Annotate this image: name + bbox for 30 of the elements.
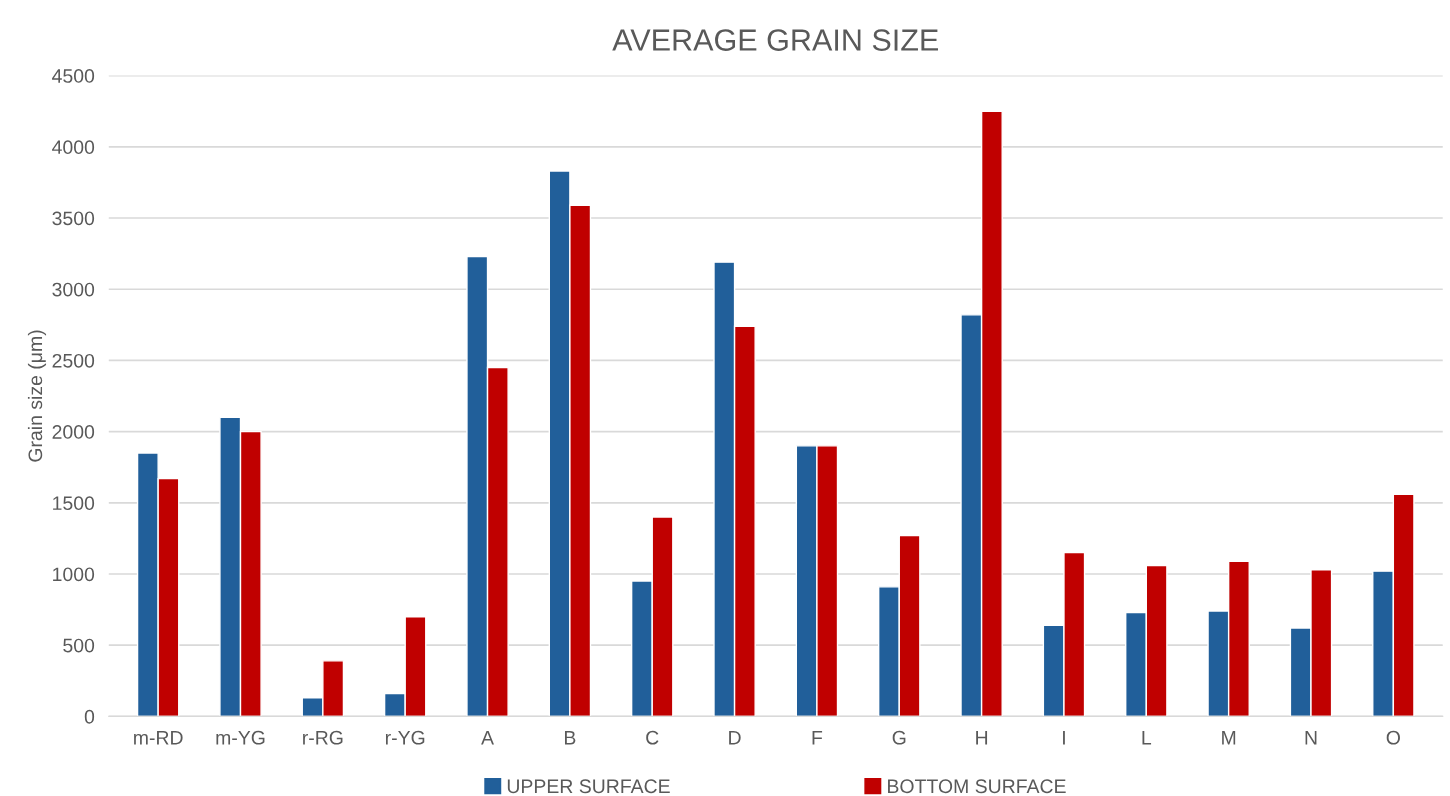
x-tick-label: M	[1222, 731, 1236, 745]
x-tick-label: G	[892, 730, 906, 745]
x-tick-label: A	[481, 731, 494, 745]
y-axis-title: Grain size (μm)	[27, 330, 47, 462]
y-tick-label: 500	[63, 638, 95, 653]
y-tick-label: 0	[84, 709, 95, 724]
x-tick-label: L	[1142, 731, 1152, 745]
x-tick-label: r-YG	[385, 730, 425, 745]
y-tick-label: 1500	[53, 496, 95, 511]
y-tick-label: 4000	[52, 140, 95, 155]
x-tick-label: r-RG	[303, 730, 343, 745]
x-tick-label: F	[812, 731, 823, 745]
x-tick-label: B	[565, 731, 576, 745]
legend-label: UPPER SURFACE	[507, 779, 670, 794]
y-tick-label: 2500	[52, 353, 95, 368]
x-tick-label: m-YG	[216, 730, 265, 745]
chart-title: AVERAGE GRAIN SIZE	[612, 29, 939, 51]
x-tick-label: C	[646, 730, 659, 745]
x-tick-label: H	[976, 731, 988, 745]
y-tick-label: 1000	[53, 567, 95, 582]
y-tick-label: 2000	[52, 425, 95, 439]
y-tick-label: 4500	[52, 69, 95, 83]
x-tick-label: D	[729, 731, 741, 745]
y-tick-label: 3000	[52, 282, 95, 297]
x-tick-label: N	[1305, 731, 1317, 745]
x-tick-label: I	[1063, 731, 1065, 745]
x-tick-label: m-RD	[134, 731, 183, 745]
y-tick-label: 3500	[52, 211, 95, 226]
x-tick-label: O	[1386, 730, 1400, 745]
legend-label: BOTTOM SURFACE	[888, 779, 1066, 794]
